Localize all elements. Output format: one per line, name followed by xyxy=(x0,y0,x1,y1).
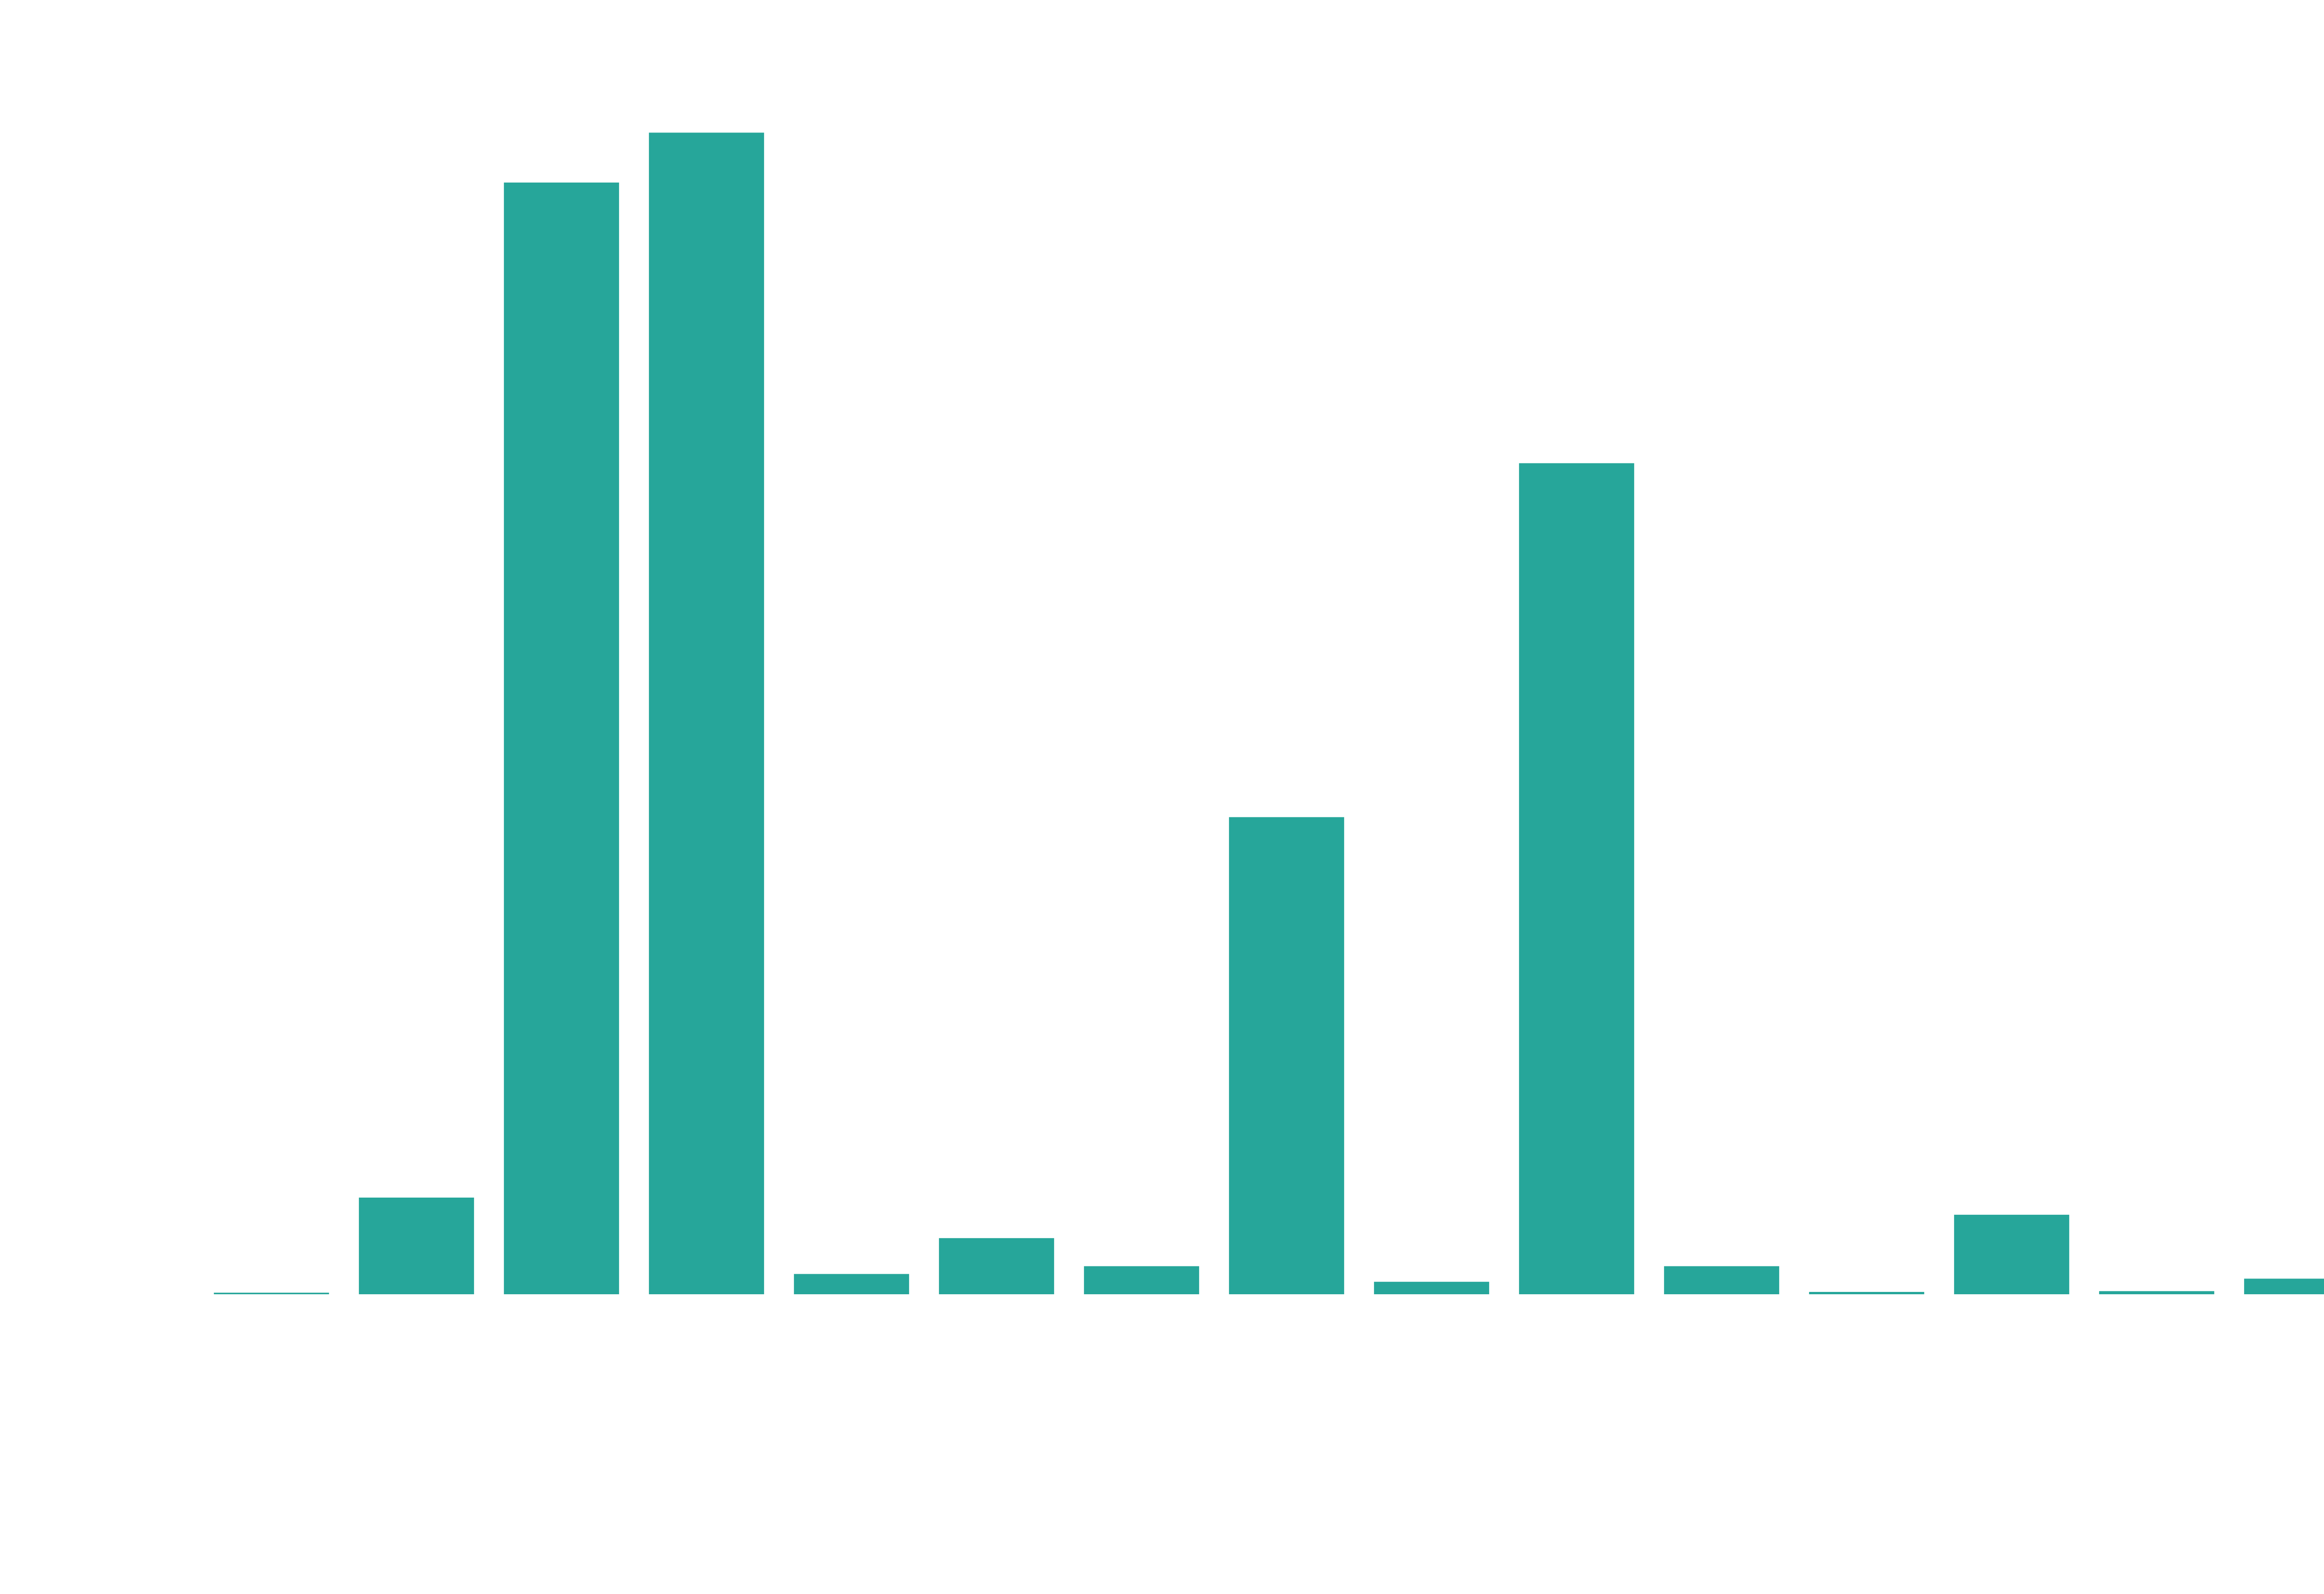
bar xyxy=(1519,463,1634,1294)
bar xyxy=(214,1292,329,1294)
bar xyxy=(1084,1266,1199,1294)
bar xyxy=(1374,1282,1489,1294)
bar xyxy=(2099,1291,2214,1294)
bar xyxy=(1229,817,1344,1294)
bar xyxy=(939,1238,1054,1294)
bar xyxy=(1954,1214,2069,1294)
bar xyxy=(794,1274,909,1294)
bar xyxy=(359,1197,474,1294)
bar xyxy=(2244,1278,2324,1294)
bar xyxy=(649,132,764,1295)
bar xyxy=(504,182,619,1295)
bar xyxy=(1809,1291,1924,1294)
bar xyxy=(1664,1266,1779,1294)
